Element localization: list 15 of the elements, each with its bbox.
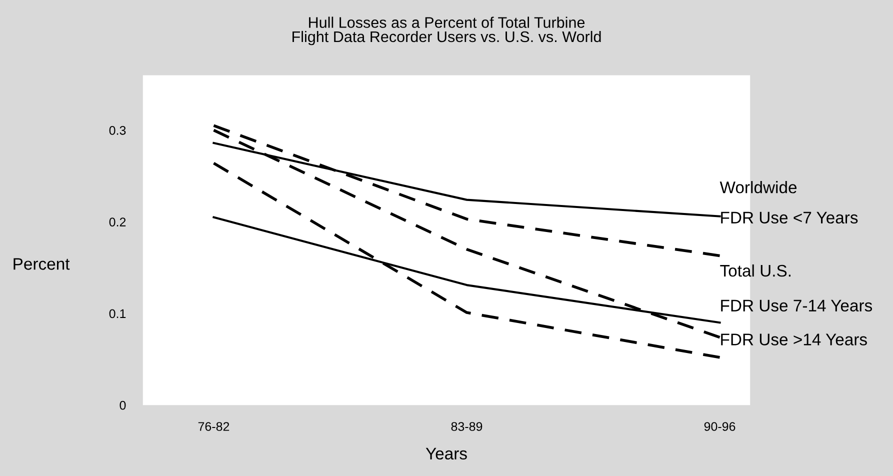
- y-axis-title: Percent: [14, 258, 70, 270]
- y-tick-label: 0.3: [109, 126, 126, 135]
- series-label: FDR Use <7 Years: [721, 212, 858, 224]
- chart-title: Hull Losses as a Percent of Total Turbine Flight Data Recorder Users vs. U.S. vs. World: [292, 16, 601, 46]
- series-label: FDR Use >14 Years: [721, 334, 867, 346]
- x-tick-label: 83-89: [451, 422, 482, 431]
- x-tick-label: 90-96: [704, 422, 736, 431]
- y-tick-label: 0: [120, 400, 126, 410]
- text: Total U.S.: [720, 264, 790, 277]
- x-tick-label: 76-82: [198, 422, 230, 431]
- y-tick-label: 0.2: [109, 218, 126, 226]
- series-label: FDR Use 7-14 Years: [721, 300, 872, 312]
- series-label: Worldwide: [720, 181, 797, 194]
- y-tick-label: 0.1: [109, 309, 126, 318]
- x-axis-title: Years: [426, 448, 467, 460]
